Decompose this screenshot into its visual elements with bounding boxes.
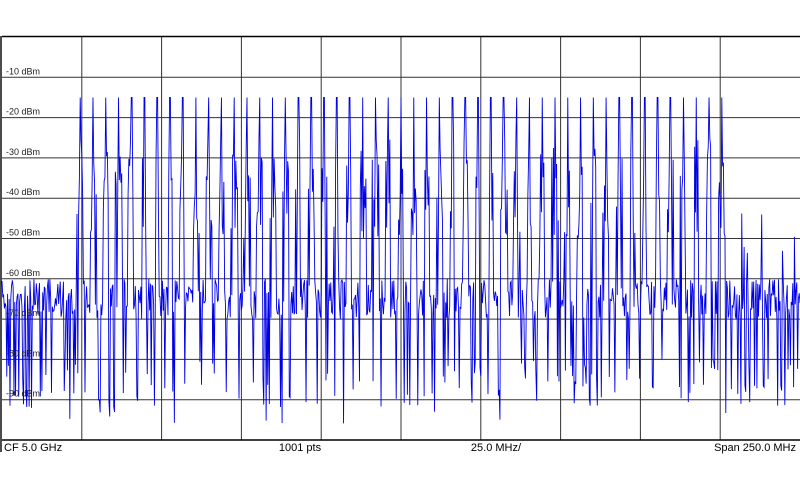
y-tick-label: -90 dBm [6, 389, 40, 399]
y-tick-label: -50 dBm [6, 228, 40, 238]
y-tick-label: -70 dBm [6, 308, 40, 318]
y-tick-label: -40 dBm [6, 187, 40, 197]
y-tick-label: -60 dBm [6, 268, 40, 278]
y-tick-label: -30 dBm [6, 147, 40, 157]
trace-layer [1, 96, 800, 424]
spectrum-trace [1, 96, 800, 424]
footer-bar: CF 5.0 GHz 1001 pts 25.0 MHz/ Span 250.0… [4, 442, 796, 454]
y-tick-label: -80 dBm [6, 348, 40, 358]
y-axis-labels: -10 dBm -20 dBm -30 dBm -40 dBm -50 dBm -60 d… [6, 66, 40, 398]
center-frequency-label: CF 5.0 GHz [4, 442, 62, 454]
points-label: 1001 pts [279, 442, 322, 454]
span-label: Span 250.0 MHz [714, 442, 796, 454]
y-tick-label: -10 dBm [6, 66, 40, 76]
y-tick-label: -20 dBm [6, 107, 40, 117]
division-label: 25.0 MHz/ [471, 442, 522, 454]
